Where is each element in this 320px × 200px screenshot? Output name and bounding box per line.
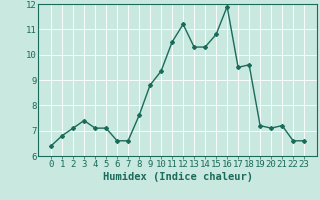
X-axis label: Humidex (Indice chaleur): Humidex (Indice chaleur) (103, 172, 252, 182)
